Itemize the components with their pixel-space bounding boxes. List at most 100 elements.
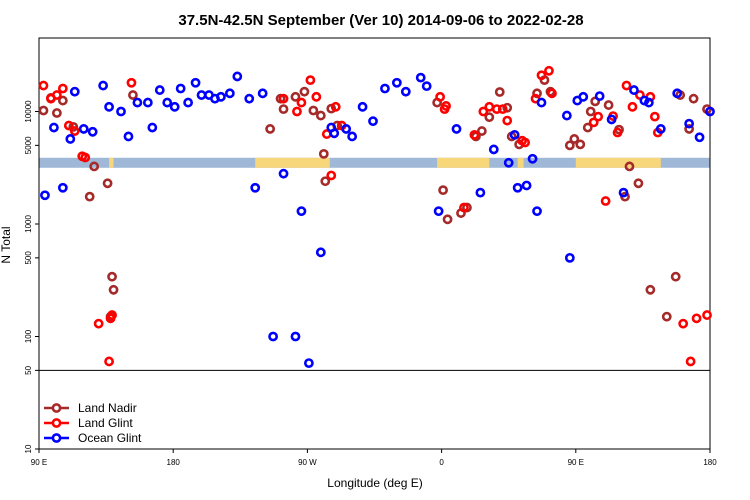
- land-glint-point: [93, 318, 104, 329]
- ocean-glint-point: [244, 93, 255, 104]
- plot-frame: [38, 37, 711, 450]
- legend-marker: [51, 433, 62, 443]
- legend-item-land-glint: Land Glint: [44, 416, 133, 430]
- ocean-glint-point: [694, 132, 705, 143]
- land-glint-point: [612, 127, 623, 138]
- land-nadir-point: [51, 108, 62, 118]
- legend-label: Land Glint: [78, 416, 133, 430]
- ocean-glint-point: [78, 124, 89, 134]
- land-glint-point: [469, 129, 480, 140]
- x-tick-label: 0: [439, 458, 444, 467]
- y-axis-label: N Total: [0, 226, 13, 263]
- land-nadir-point: [315, 110, 326, 121]
- land-nadir-point: [684, 124, 695, 134]
- ocean-glint-point: [250, 182, 261, 193]
- ocean-glint-point: [578, 91, 589, 102]
- land-glint-point: [57, 83, 68, 94]
- land-nadir-point: [603, 100, 614, 110]
- land-nadir-point: [633, 178, 644, 189]
- ocean-glint-point: [40, 190, 50, 201]
- land-glint-point: [702, 310, 712, 320]
- land-nadir-point: [278, 104, 289, 115]
- land-glint-point: [588, 117, 599, 128]
- land-nadir-point: [128, 90, 138, 100]
- land-nadir-point: [442, 214, 453, 225]
- ocean-glint-point: [347, 131, 358, 142]
- x-tick-label: 180: [167, 458, 181, 467]
- land-glint-point: [502, 115, 513, 126]
- ocean-glint-point: [142, 97, 153, 108]
- land-nadir-point: [575, 139, 586, 150]
- land-glint-point: [484, 101, 495, 112]
- land-segment: [575, 157, 661, 168]
- ocean-glint-point: [655, 124, 666, 134]
- land-glint-point: [104, 356, 114, 367]
- land-nadir-point: [308, 105, 319, 116]
- land-nadir-point: [38, 105, 49, 116]
- land-nadir-point: [569, 134, 580, 144]
- ocean-glint-point: [594, 91, 605, 102]
- ocean-glint-point: [415, 72, 426, 83]
- land-glint-point: [459, 202, 469, 213]
- ocean-glint-point: [154, 85, 165, 95]
- ocean-glint-point: [400, 86, 411, 97]
- land-segment: [437, 157, 490, 168]
- legend-marker: [51, 418, 62, 428]
- y-tick-label: 1000: [24, 215, 33, 233]
- ocean-glint-point: [257, 88, 268, 99]
- ocean-glint-point: [183, 97, 194, 108]
- ocean-glint-point: [421, 81, 432, 92]
- ocean-glint-point: [65, 134, 76, 144]
- ocean-glint-point: [296, 206, 307, 217]
- ocean-glint-point: [561, 110, 572, 121]
- ocean-glint-point: [606, 114, 617, 125]
- legend-item-land-nadir: Land Nadir: [44, 401, 137, 415]
- land-glint-point: [497, 104, 508, 115]
- land-nadir-point: [299, 86, 310, 97]
- ocean-glint-point: [196, 90, 207, 100]
- land-glint-point: [38, 80, 49, 91]
- y-tick-label: 10000: [24, 100, 33, 123]
- land-nadir-point: [320, 176, 331, 187]
- land-glint-point: [441, 101, 451, 111]
- ocean-glint-point: [368, 116, 378, 127]
- land-segment: [517, 157, 524, 168]
- land-nadir-point: [532, 88, 542, 99]
- ocean-glint-point: [672, 88, 683, 99]
- land-nadir-point: [585, 106, 596, 117]
- ocean-glint-point: [512, 182, 523, 193]
- land-nadir-point: [438, 185, 448, 196]
- land-glint-point: [478, 106, 489, 117]
- legend-label: Ocean Glint: [78, 431, 142, 445]
- land-glint-point: [107, 310, 117, 320]
- land-glint-point: [520, 137, 531, 148]
- ocean-glint-point: [98, 80, 109, 91]
- land-glint-point: [678, 318, 689, 329]
- ocean-glint-point: [475, 187, 486, 198]
- land-glint-point: [627, 101, 638, 112]
- ocean-glint-point: [527, 153, 538, 164]
- ocean-glint-point: [116, 106, 126, 117]
- ocean-glint-point: [503, 157, 514, 168]
- land-nadir-point: [624, 161, 635, 172]
- land-glint-point: [691, 313, 702, 324]
- land-nadir-point: [57, 95, 68, 106]
- ocean-glint-point: [147, 122, 158, 133]
- ocean-glint-point: [380, 83, 390, 94]
- ocean-glint-point: [87, 126, 98, 137]
- land-glint-point: [330, 101, 341, 112]
- land-nadir-point: [661, 311, 672, 322]
- land-glint-point: [296, 97, 307, 108]
- chart-title: 37.5N-42.5N September (Ver 10) 2014-09-0…: [178, 12, 583, 29]
- land-segment: [255, 157, 330, 168]
- ocean-glint-point: [536, 97, 547, 108]
- y-tick-label: 5000: [24, 136, 33, 154]
- ocean-band: [39, 157, 710, 168]
- land-glint-point: [621, 80, 632, 91]
- ocean-glint-point: [123, 131, 134, 142]
- legend-marker: [51, 403, 62, 413]
- ocean-glint-point: [521, 180, 532, 191]
- ocean-glint-point: [268, 331, 279, 342]
- land-nadir-point: [476, 126, 487, 136]
